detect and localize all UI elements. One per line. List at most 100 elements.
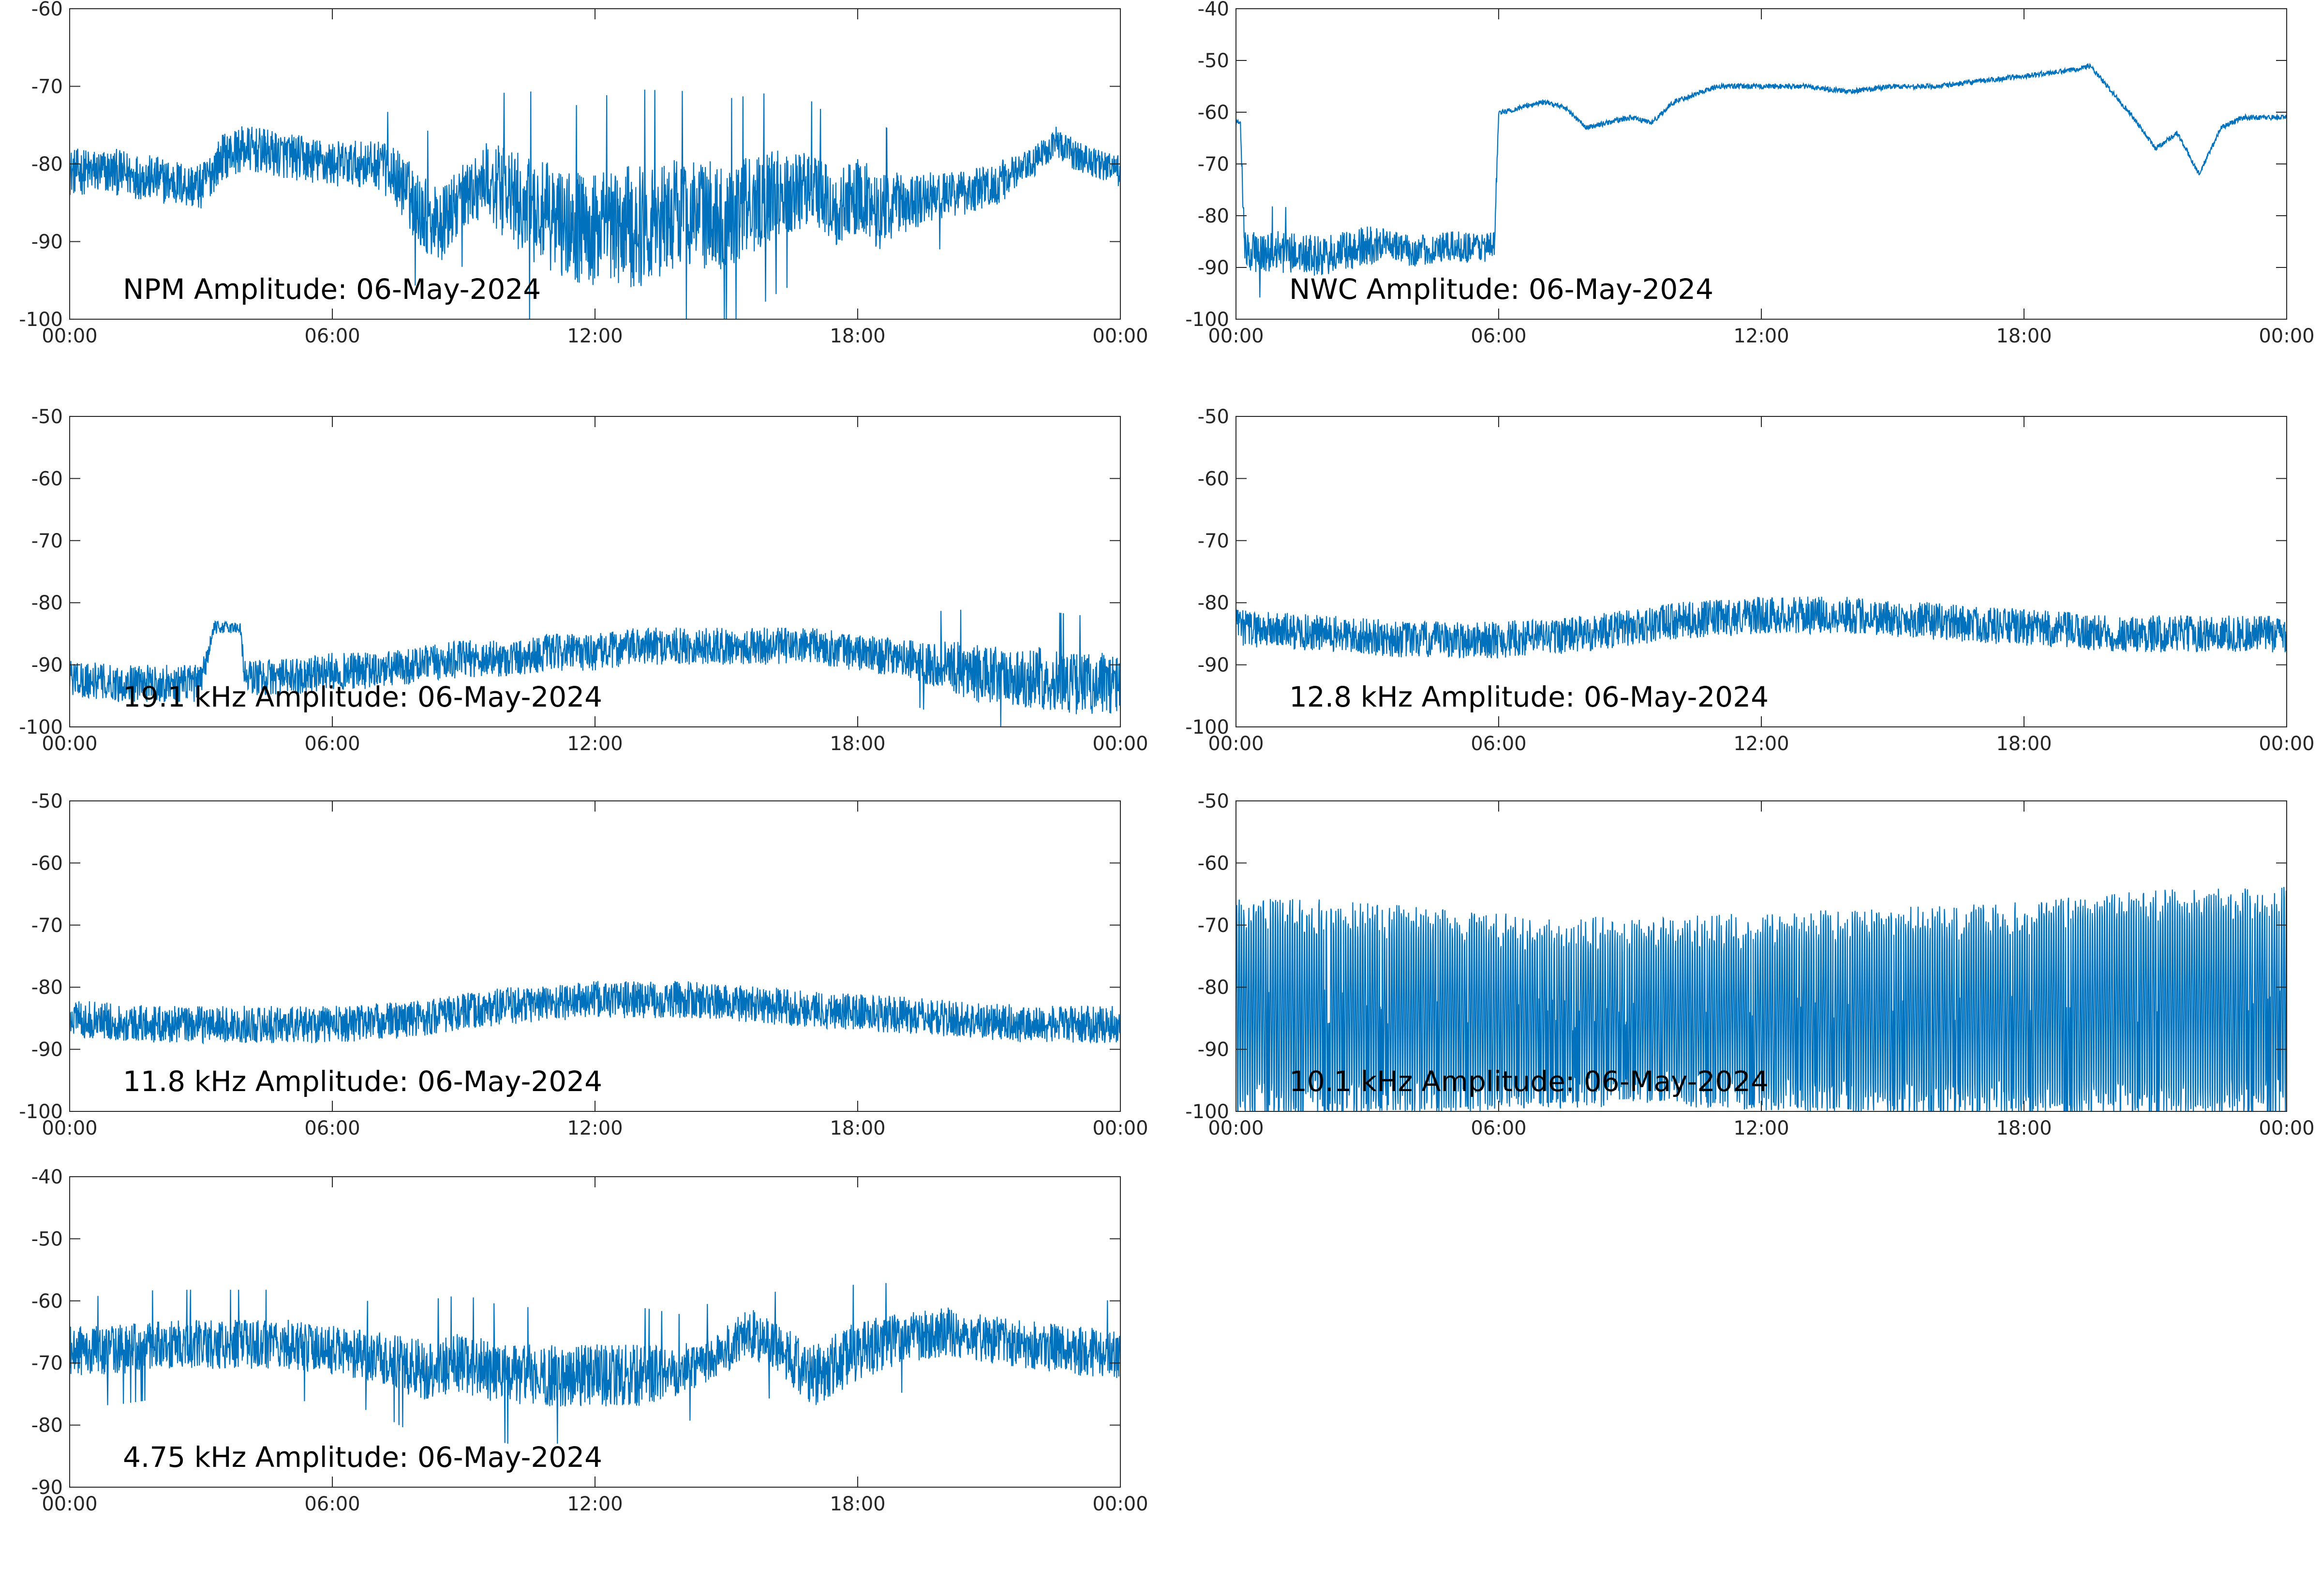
- x-tick-label: 12:00: [1733, 1117, 1789, 1139]
- panel-title: 4.75 kHz Amplitude: 06-May-2024: [123, 1441, 602, 1474]
- panel-title: 11.8 kHz Amplitude: 06-May-2024: [123, 1065, 602, 1098]
- panel-5: 00:00 06:00 12:00 18:00 00:00 -50 -60 -70 -80 -90…: [19, 790, 1148, 1139]
- series-line: [70, 1283, 1120, 1444]
- x-tick-label: 18:00: [830, 733, 885, 755]
- panel-1: 00:00 06:00 12:00 18:00 00:00 -60 -70 -80 -90 -10…: [19, 0, 1148, 347]
- y-tick-label: -100: [1185, 716, 1229, 739]
- x-tick-label: 00:00: [1208, 1117, 1264, 1139]
- y-tick-label: -50: [1198, 406, 1229, 428]
- x-tick-label: 18:00: [830, 325, 885, 347]
- y-tick-label: -90: [1198, 257, 1229, 279]
- series-line: [70, 89, 1120, 319]
- y-tick-label: -100: [19, 716, 63, 739]
- x-tick-label: 12:00: [1733, 733, 1789, 755]
- x-tick-label: 00:00: [42, 325, 97, 347]
- y-tick-label: -70: [1198, 915, 1229, 937]
- y-tick-label: -80: [31, 1415, 63, 1437]
- panel-6: 00:00 06:00 12:00 18:00 00:00 -50 -60 -70 -80 -90…: [1185, 790, 2314, 1139]
- x-tick-label: 06:00: [304, 1117, 360, 1139]
- x-tick-label: 00:00: [2259, 325, 2314, 347]
- y-tick-label: -100: [19, 309, 63, 331]
- y-tick-label: -100: [1185, 1101, 1229, 1123]
- x-tick-label: 00:00: [2259, 1117, 2314, 1139]
- y-tick-label: -60: [31, 468, 63, 490]
- x-tick-label: 00:00: [42, 733, 97, 755]
- y-tick-label: -70: [31, 1352, 63, 1374]
- y-tick-label: -50: [1198, 790, 1229, 813]
- x-tick-label: 00:00: [1092, 325, 1148, 347]
- y-tick-label: -60: [31, 1290, 63, 1313]
- y-tick-label: -70: [31, 530, 63, 552]
- x-tick-label: 18:00: [830, 1117, 885, 1139]
- x-tick-label: 06:00: [304, 325, 360, 347]
- y-tick-label: -50: [1198, 50, 1229, 72]
- x-tick-label: 00:00: [1092, 733, 1148, 755]
- x-tick-label: 18:00: [1996, 325, 2052, 347]
- series-line: [1236, 887, 2287, 1111]
- series-line: [1236, 596, 2287, 659]
- y-tick-label: -60: [31, 852, 63, 874]
- x-tick-label: 18:00: [830, 1493, 885, 1515]
- y-tick-label: -80: [31, 976, 63, 999]
- y-tick-label: -40: [1198, 0, 1229, 20]
- y-tick-label: -70: [1198, 153, 1229, 176]
- y-tick-label: -70: [1198, 530, 1229, 552]
- y-tick-label: -90: [31, 1477, 63, 1499]
- y-tick-label: -50: [31, 406, 63, 428]
- y-tick-label: -90: [1198, 654, 1229, 677]
- y-tick-label: -90: [31, 1039, 63, 1061]
- y-tick-label: -100: [19, 1101, 63, 1123]
- panel-4: 00:00 06:00 12:00 18:00 00:00 -50 -60 -70 -80 -90…: [1185, 406, 2314, 755]
- y-tick-label: -70: [31, 915, 63, 937]
- y-tick-label: -40: [31, 1166, 63, 1188]
- panel-title: 10.1 kHz Amplitude: 06-May-2024: [1289, 1065, 1769, 1098]
- y-tick-label: -60: [1198, 102, 1229, 124]
- y-tick-label: -50: [31, 790, 63, 813]
- y-tick-label: -80: [31, 153, 63, 176]
- x-tick-label: 00:00: [2259, 733, 2314, 755]
- y-tick-label: -80: [1198, 976, 1229, 999]
- panel-title: 12.8 kHz Amplitude: 06-May-2024: [1289, 680, 1769, 713]
- panel-3: 00:00 06:00 12:00 18:00 00:00 -50 -60 -70 -80 -90…: [19, 406, 1148, 755]
- x-tick-label: 00:00: [1092, 1117, 1148, 1139]
- y-tick-label: -50: [31, 1228, 63, 1250]
- series-line: [70, 609, 1120, 727]
- x-tick-label: 06:00: [1471, 1117, 1526, 1139]
- y-tick-label: -60: [1198, 468, 1229, 490]
- x-tick-label: 18:00: [1996, 733, 2052, 755]
- x-tick-label: 06:00: [1471, 733, 1526, 755]
- x-tick-label: 00:00: [42, 1493, 97, 1515]
- panel-title: 19.1 kHz Amplitude: 06-May-2024: [123, 680, 602, 713]
- y-tick-label: -90: [31, 231, 63, 253]
- panel-2: 00:00 06:00 12:00 18:00 00:00 -40 -50 -60 -70 -80…: [1185, 0, 2314, 347]
- series-line: [70, 981, 1120, 1045]
- panel-7: 00:00 06:00 12:00 18:00 00:00 -40 -50 -60 -70 -80…: [31, 1166, 1148, 1515]
- panel-title: NWC Amplitude: 06-May-2024: [1289, 273, 1713, 306]
- y-tick-label: -70: [31, 76, 63, 98]
- y-tick-label: -90: [31, 654, 63, 677]
- x-tick-label: 06:00: [304, 1493, 360, 1515]
- x-tick-label: 12:00: [567, 1117, 623, 1139]
- x-tick-label: 00:00: [42, 1117, 97, 1139]
- x-tick-label: 06:00: [1471, 325, 1526, 347]
- x-tick-label: 00:00: [1092, 1493, 1148, 1515]
- y-tick-label: -90: [1198, 1039, 1229, 1061]
- y-tick-label: -100: [1185, 309, 1229, 331]
- panel-title: NPM Amplitude: 06-May-2024: [123, 273, 541, 306]
- x-tick-label: 00:00: [1208, 325, 1264, 347]
- y-tick-label: -60: [31, 0, 63, 20]
- x-tick-label: 06:00: [304, 733, 360, 755]
- y-tick-label: -80: [1198, 592, 1229, 614]
- x-tick-label: 12:00: [567, 325, 623, 347]
- x-tick-label: 12:00: [567, 1493, 623, 1515]
- y-tick-label: -80: [1198, 205, 1229, 227]
- x-tick-label: 18:00: [1996, 1117, 2052, 1139]
- x-tick-label: 12:00: [567, 733, 623, 755]
- series-line: [1236, 62, 2287, 298]
- y-tick-label: -60: [1198, 852, 1229, 874]
- x-tick-label: 12:00: [1733, 325, 1789, 347]
- y-tick-label: -80: [31, 592, 63, 614]
- x-tick-label: 00:00: [1208, 733, 1264, 755]
